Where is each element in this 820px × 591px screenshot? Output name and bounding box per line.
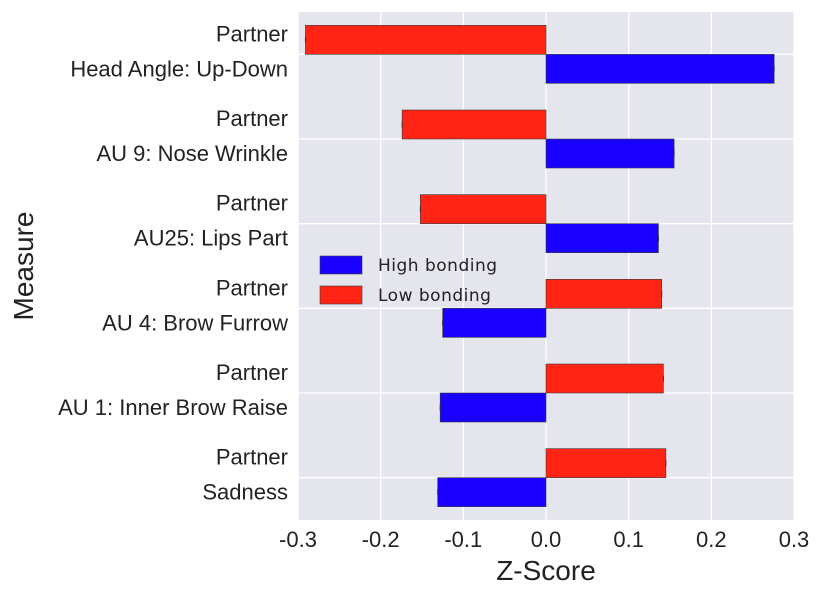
category-label: Partner	[216, 275, 288, 300]
bar-high-bonding	[439, 392, 547, 423]
x-tick-label: -0.3	[279, 527, 317, 552]
bar-high-bonding	[442, 308, 547, 338]
category-label: AU 1: Inner Brow Raise	[58, 395, 288, 420]
category-label: Head Angle: Up-Down	[70, 56, 288, 81]
category-labels: Partner Head Angle: Up-Down Partner AU 9: N…	[58, 21, 288, 504]
bar-low-bonding	[545, 448, 667, 478]
category-label: Partner	[216, 360, 288, 385]
x-tick-label: -0.1	[444, 527, 482, 552]
bar-low-bonding	[545, 279, 663, 309]
bar-high-bonding	[437, 477, 547, 507]
bar-low-bonding	[401, 109, 547, 140]
bar-high-bonding	[545, 138, 675, 169]
category-label: AU 9: Nose Wrinkle	[96, 141, 288, 166]
legend-swatch-high-bonding	[319, 255, 363, 275]
category-label: Sadness	[202, 480, 288, 505]
x-tick-labels: -0.3 -0.2 -0.1 0.0 0.1 0.2 0.3	[279, 527, 809, 552]
x-axis-title: Z-Score	[496, 555, 596, 586]
x-tick-label: -0.2	[362, 527, 400, 552]
y-axis-title: Measure	[8, 212, 39, 321]
x-tick-label: 0.3	[779, 527, 810, 552]
bar-high-bonding	[545, 223, 659, 253]
bar-high-bonding	[545, 54, 775, 84]
x-tick-label: 0.1	[613, 527, 644, 552]
bar-low-bonding	[545, 363, 664, 394]
bar-low-bonding	[305, 25, 547, 55]
x-tick-label: 0.2	[696, 527, 727, 552]
category-label: Partner	[216, 445, 288, 470]
category-label: Partner	[216, 21, 288, 46]
legend-label-high-bonding: High bonding	[378, 256, 498, 276]
category-label: AU 4: Brow Furrow	[102, 310, 288, 335]
category-label: Partner	[216, 191, 288, 216]
bar-low-bonding	[420, 194, 547, 224]
legend: High bonding Low bonding	[319, 255, 498, 306]
bars	[304, 25, 775, 507]
legend-label-low-bonding: Low bonding	[378, 286, 491, 306]
legend-swatch-low-bonding	[319, 285, 363, 305]
category-label: Partner	[216, 106, 288, 131]
category-label: AU25: Lips Part	[134, 226, 288, 251]
x-tick-label: 0.0	[531, 527, 562, 552]
